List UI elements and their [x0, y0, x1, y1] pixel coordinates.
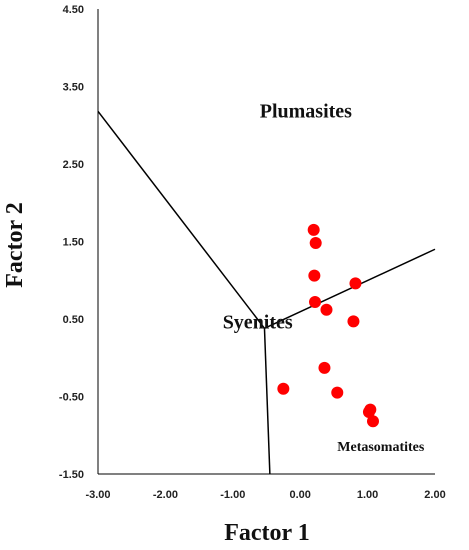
y-tick-label: -1.50 [59, 469, 84, 481]
data-point [307, 223, 320, 236]
data-point [308, 269, 321, 282]
data-points [277, 223, 379, 428]
data-point [320, 303, 333, 316]
boundary-line [97, 110, 266, 329]
x-tick-label: -3.00 [85, 489, 110, 501]
data-point [309, 237, 322, 250]
x-axis-title: Factor 1 [224, 520, 310, 546]
data-point [331, 386, 344, 399]
y-tick-label: 0.50 [63, 314, 84, 326]
data-point [347, 315, 360, 328]
x-tick-label: 2.00 [424, 489, 445, 501]
x-tick-label: 0.00 [289, 489, 310, 501]
axes [97, 9, 435, 475]
region-label: Metasomatites [337, 440, 425, 455]
y-tick-label: 3.50 [63, 82, 84, 94]
y-tick-label: 1.50 [63, 237, 84, 249]
y-tick-label: 4.50 [63, 4, 84, 16]
boundary-line [264, 248, 436, 329]
x-tick-label: -1.00 [220, 489, 245, 501]
region-label: Plumasites [260, 101, 352, 123]
y-tick-label: -0.50 [59, 392, 84, 404]
data-point [362, 406, 375, 418]
region-label: Syenites [223, 311, 293, 333]
tick-labels: -3.00 -2.00 -1.00 0.00 1.00 2.00 4.50 3.50 2.50 1… [59, 4, 446, 501]
y-axis-title: Factor 2 [2, 202, 28, 288]
data-point [309, 295, 322, 308]
y-tick-label: 2.50 [63, 159, 84, 171]
data-point [277, 382, 290, 395]
x-tick-label: 1.00 [357, 489, 378, 501]
data-point [349, 277, 362, 290]
x-tick-label: -2.00 [153, 489, 178, 501]
region-boundaries [97, 110, 436, 475]
data-point [318, 361, 331, 374]
boundary-line [263, 328, 271, 475]
region-labels: Plumasites Syenites Metasomatites [223, 101, 425, 455]
data-point [366, 415, 379, 428]
